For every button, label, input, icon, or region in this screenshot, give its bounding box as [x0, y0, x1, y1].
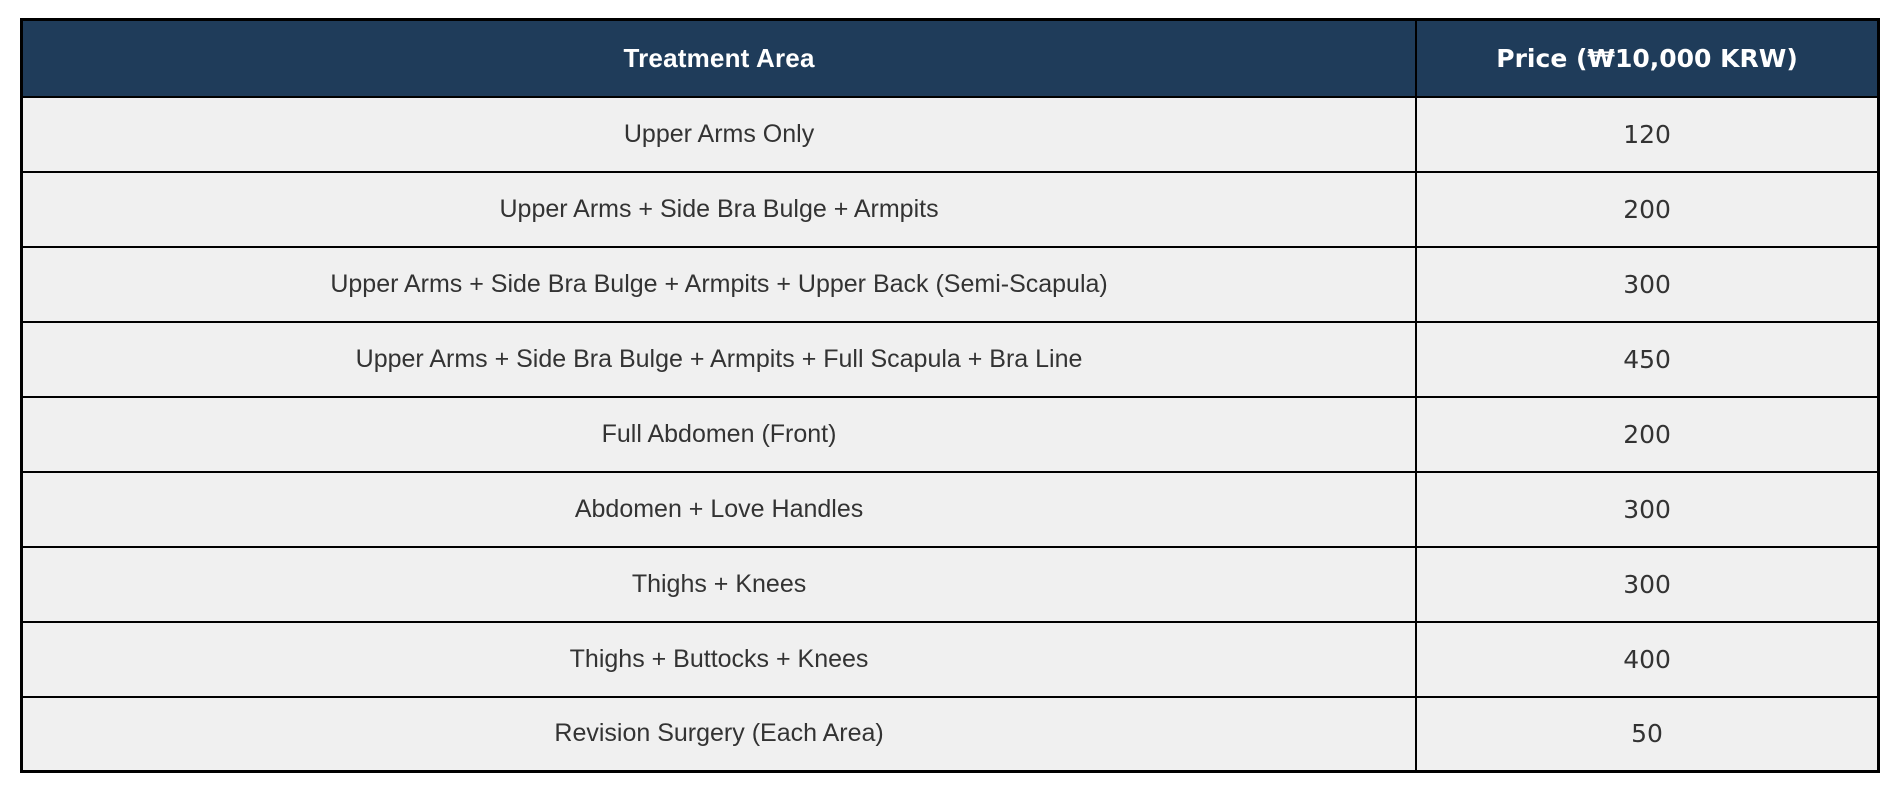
table-row: Thighs + Buttocks + Knees 400: [20, 620, 1880, 698]
table-row: Upper Arms Only 120: [20, 95, 1880, 173]
price-cell: 400: [1415, 620, 1880, 698]
area-cell: Upper Arms + Side Bra Bulge + Armpits + …: [20, 245, 1418, 323]
table-row: Full Abdomen (Front) 200: [20, 395, 1880, 473]
header-cell-price: Price (₩10,000 KRW): [1415, 18, 1880, 98]
table-row: Revision Surgery (Each Area) 50: [20, 695, 1880, 773]
price-cell: 450: [1415, 320, 1880, 398]
price-cell: 300: [1415, 545, 1880, 623]
price-cell: 200: [1415, 170, 1880, 248]
header-cell-treatment-area: Treatment Area: [20, 18, 1418, 98]
price-cell: 50: [1415, 695, 1880, 773]
area-cell: Upper Arms + Side Bra Bulge + Armpits + …: [20, 320, 1418, 398]
table-row: Thighs + Knees 300: [20, 545, 1880, 623]
area-cell: Abdomen + Love Handles: [20, 470, 1418, 548]
table-row: Upper Arms + Side Bra Bulge + Armpits + …: [20, 320, 1880, 398]
pricing-table: Treatment Area Price (₩10,000 KRW) Upper…: [20, 18, 1880, 773]
area-cell: Revision Surgery (Each Area): [20, 695, 1418, 773]
area-cell: Upper Arms Only: [20, 95, 1418, 173]
price-cell: 300: [1415, 245, 1880, 323]
area-cell: Upper Arms + Side Bra Bulge + Armpits: [20, 170, 1418, 248]
pricing-table-container: Treatment Area Price (₩10,000 KRW) Upper…: [20, 18, 1880, 773]
table-row: Abdomen + Love Handles 300: [20, 470, 1880, 548]
price-cell: 120: [1415, 95, 1880, 173]
table-row: Upper Arms + Side Bra Bulge + Armpits 20…: [20, 170, 1880, 248]
header-row: Treatment Area Price (₩10,000 KRW): [20, 18, 1880, 98]
area-cell: Thighs + Buttocks + Knees: [20, 620, 1418, 698]
price-cell: 300: [1415, 470, 1880, 548]
table-row: Upper Arms + Side Bra Bulge + Armpits + …: [20, 245, 1880, 323]
price-cell: 200: [1415, 395, 1880, 473]
area-cell: Thighs + Knees: [20, 545, 1418, 623]
area-cell: Full Abdomen (Front): [20, 395, 1418, 473]
